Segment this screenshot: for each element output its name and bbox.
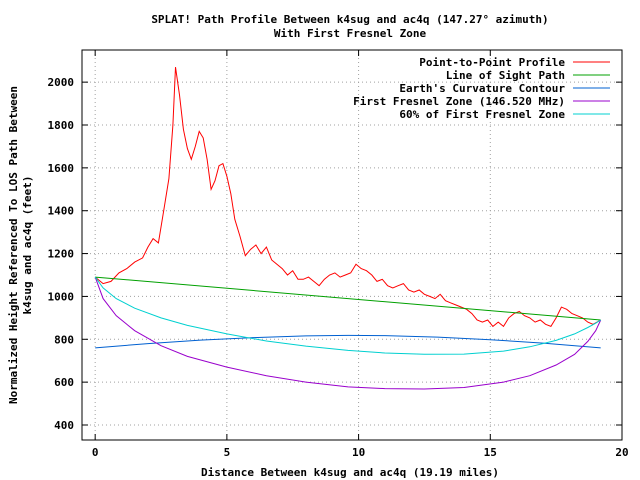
- legend-label: Line of Sight Path: [446, 69, 565, 82]
- series-line-1: [95, 276, 601, 321]
- y-tick-label: 1400: [48, 205, 75, 218]
- y-tick-label: 800: [54, 333, 74, 346]
- legend-label: 60% of First Fresnel Zone: [399, 108, 565, 121]
- legend-label: First Fresnel Zone (146.520 MHz): [353, 95, 565, 108]
- y-tick-label: 1000: [48, 290, 75, 303]
- y-tick-label: 1800: [48, 119, 75, 132]
- series-lines: [94, 67, 602, 390]
- plot-frame: [81, 49, 623, 441]
- y-tick-label: 2000: [48, 76, 75, 89]
- x-tick-label: 15: [484, 446, 497, 459]
- y-tick-label: 1200: [48, 248, 75, 261]
- y-tick-label: 1600: [48, 162, 75, 175]
- chart-subtitle: With First Fresnel Zone: [274, 27, 427, 40]
- y-axis-label-line2: k4sug and ac4q (feet): [21, 175, 34, 314]
- x-tick-label: 0: [92, 446, 99, 459]
- axis-ticks: 0 5 10 15 20 400 600 800 1000 1200 1400 1600 1800 200…: [48, 50, 629, 459]
- legend-label: Earth's Curvature Contour: [399, 82, 565, 95]
- y-tick-label: 600: [54, 376, 74, 389]
- series-line-4: [94, 276, 601, 355]
- y-tick-label: 400: [54, 419, 74, 432]
- chart-title: SPLAT! Path Profile Between k4sug and ac…: [151, 13, 548, 26]
- x-tick-label: 20: [615, 446, 628, 459]
- legend-label: Point-to-Point Profile: [419, 56, 565, 69]
- x-tick-label: 10: [352, 446, 365, 459]
- series-line-2: [95, 334, 601, 349]
- series-line-3: [94, 276, 602, 390]
- y-axis-label-line1: Normalized Height Referenced To LOS Path…: [7, 86, 20, 404]
- x-axis-label: Distance Between k4sug and ac4q (19.19 m…: [201, 466, 499, 479]
- series-line-0: [94, 67, 601, 328]
- x-tick-label: 5: [224, 446, 231, 459]
